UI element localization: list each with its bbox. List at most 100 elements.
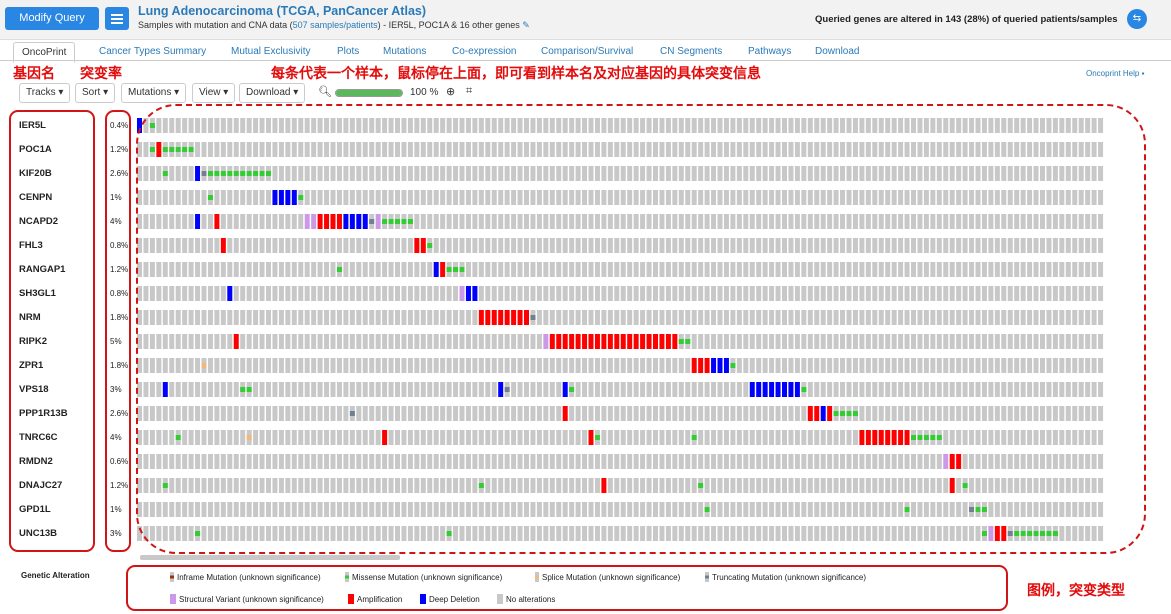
amp-cell[interactable] bbox=[582, 334, 588, 349]
sample-cell[interactable] bbox=[852, 454, 858, 469]
sample-cell[interactable] bbox=[369, 166, 375, 181]
sample-cell[interactable] bbox=[1065, 214, 1071, 229]
sample-cell[interactable] bbox=[601, 454, 607, 469]
sample-cell[interactable] bbox=[717, 454, 723, 469]
sample-cell[interactable] bbox=[369, 526, 375, 541]
mutations-dropdown[interactable]: Mutations ▾ bbox=[121, 83, 187, 103]
missense-mutation-mark[interactable] bbox=[388, 219, 394, 224]
sample-cell[interactable] bbox=[446, 310, 452, 325]
sample-cell[interactable] bbox=[137, 478, 142, 493]
sample-cell[interactable] bbox=[769, 478, 775, 493]
sample-cell[interactable] bbox=[640, 286, 646, 301]
sample-cell[interactable] bbox=[949, 118, 955, 133]
sample-cell[interactable] bbox=[388, 406, 394, 421]
sample-cell[interactable] bbox=[395, 406, 400, 421]
sample-cell[interactable] bbox=[711, 166, 717, 181]
sample-cell[interactable] bbox=[885, 166, 891, 181]
sample-cell[interactable] bbox=[891, 526, 897, 541]
amp-cell[interactable] bbox=[601, 478, 607, 493]
sample-cell[interactable] bbox=[775, 190, 781, 205]
amp-cell[interactable] bbox=[478, 310, 484, 325]
sample-cell[interactable] bbox=[930, 142, 936, 157]
sample-cell[interactable] bbox=[827, 262, 833, 277]
sample-cell[interactable] bbox=[711, 334, 717, 349]
sample-cell[interactable] bbox=[588, 118, 594, 133]
sample-cell[interactable] bbox=[253, 214, 259, 229]
sample-cell[interactable] bbox=[582, 430, 588, 445]
sample-cell[interactable] bbox=[659, 478, 665, 493]
sample-cell[interactable] bbox=[775, 310, 781, 325]
sample-cell[interactable] bbox=[498, 214, 504, 229]
sample-cell[interactable] bbox=[169, 166, 175, 181]
sample-cell[interactable] bbox=[653, 262, 658, 277]
sample-cell[interactable] bbox=[704, 286, 710, 301]
sample-cell[interactable] bbox=[685, 478, 691, 493]
sample-cell[interactable] bbox=[259, 310, 265, 325]
sample-cell[interactable] bbox=[846, 214, 852, 229]
sample-cell[interactable] bbox=[633, 382, 639, 397]
sample-cell[interactable] bbox=[665, 190, 671, 205]
sample-cell[interactable] bbox=[807, 190, 813, 205]
sample-cell[interactable] bbox=[304, 142, 310, 157]
sample-cell[interactable] bbox=[524, 214, 529, 229]
sample-cell[interactable] bbox=[930, 238, 936, 253]
sample-cell[interactable] bbox=[607, 358, 613, 373]
sample-cell[interactable] bbox=[704, 214, 710, 229]
sample-cell[interactable] bbox=[543, 190, 549, 205]
sample-cell[interactable] bbox=[388, 238, 394, 253]
sample-cell[interactable] bbox=[994, 190, 1000, 205]
sample-cell[interactable] bbox=[511, 214, 517, 229]
sample-cell[interactable] bbox=[840, 238, 846, 253]
sample-cell[interactable] bbox=[433, 334, 439, 349]
amp-cell[interactable] bbox=[414, 238, 420, 253]
sample-cell[interactable] bbox=[1027, 118, 1033, 133]
sample-cell[interactable] bbox=[904, 526, 910, 541]
sample-cell[interactable] bbox=[653, 358, 658, 373]
sample-cell[interactable] bbox=[582, 262, 588, 277]
sample-cell[interactable] bbox=[653, 286, 658, 301]
sample-cell[interactable] bbox=[369, 118, 375, 133]
sample-cell[interactable] bbox=[930, 454, 936, 469]
sample-cell[interactable] bbox=[994, 502, 1000, 517]
sample-cell[interactable] bbox=[536, 430, 542, 445]
sample-cell[interactable] bbox=[588, 286, 594, 301]
sample-cell[interactable] bbox=[485, 406, 491, 421]
sample-cell[interactable] bbox=[943, 358, 949, 373]
sample-cell[interactable] bbox=[1052, 478, 1058, 493]
sample-cell[interactable] bbox=[149, 430, 155, 445]
sample-cell[interactable] bbox=[362, 502, 368, 517]
sample-cell[interactable] bbox=[162, 334, 168, 349]
sample-cell[interactable] bbox=[156, 382, 162, 397]
missense-mutation-mark[interactable] bbox=[195, 531, 201, 536]
sample-cell[interactable] bbox=[588, 166, 594, 181]
sample-cell[interactable] bbox=[137, 526, 142, 541]
sample-cell[interactable] bbox=[975, 478, 981, 493]
sample-cell[interactable] bbox=[827, 382, 833, 397]
sample-cell[interactable] bbox=[769, 238, 775, 253]
sample-cell[interactable] bbox=[137, 406, 142, 421]
sample-cell[interactable] bbox=[859, 190, 865, 205]
sample-cell[interactable] bbox=[1052, 502, 1058, 517]
amp-cell[interactable] bbox=[904, 430, 910, 445]
missense-mutation-mark[interactable] bbox=[162, 483, 168, 488]
sample-cell[interactable] bbox=[1027, 142, 1033, 157]
sample-cell[interactable] bbox=[491, 286, 497, 301]
sample-cell[interactable] bbox=[214, 430, 220, 445]
sample-cell[interactable] bbox=[1098, 406, 1104, 421]
deep-cell[interactable] bbox=[769, 382, 775, 397]
sample-cell[interactable] bbox=[930, 406, 936, 421]
missense-mutation-mark[interactable] bbox=[833, 411, 839, 416]
sample-cell[interactable] bbox=[214, 526, 220, 541]
sample-cell[interactable] bbox=[1059, 430, 1065, 445]
sample-cell[interactable] bbox=[749, 502, 755, 517]
sample-cell[interactable] bbox=[524, 454, 529, 469]
sample-cell[interactable] bbox=[911, 478, 916, 493]
sample-cell[interactable] bbox=[943, 382, 949, 397]
sample-cell[interactable] bbox=[1078, 406, 1084, 421]
sample-cell[interactable] bbox=[388, 118, 394, 133]
sample-cell[interactable] bbox=[227, 214, 233, 229]
sample-cell[interactable] bbox=[685, 142, 691, 157]
sample-cell[interactable] bbox=[485, 382, 491, 397]
sample-cell[interactable] bbox=[730, 478, 736, 493]
amp-cell[interactable] bbox=[646, 334, 652, 349]
